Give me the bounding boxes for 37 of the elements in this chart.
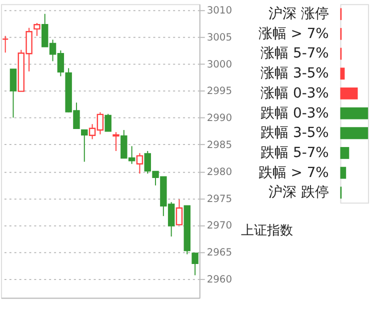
y-tick-label: 2990 — [206, 113, 232, 124]
bar — [340, 127, 368, 140]
candlestick — [34, 22, 40, 36]
candlestick — [192, 252, 198, 276]
candlestick — [104, 113, 112, 132]
y-tick-label: 沪深 涨停 — [268, 6, 329, 22]
bar — [340, 147, 350, 159]
y-tick-label: 跌幅 3-5% — [260, 125, 329, 142]
candlestick — [2, 35, 9, 54]
y-tick-label: 2965 — [206, 248, 232, 259]
bar — [340, 107, 368, 120]
candlestick — [136, 152, 144, 174]
y-tick-label: 2985 — [206, 140, 232, 152]
y-tick-label: 2960 — [206, 274, 232, 286]
y-tick-label: 涨幅 3-5% — [260, 66, 329, 82]
bar — [340, 88, 358, 100]
y-tick-label: 3005 — [206, 32, 232, 44]
candlestick — [81, 128, 88, 162]
y-tick-label: 3000 — [206, 59, 232, 70]
y-tick-label: 2980 — [206, 166, 232, 178]
bar — [340, 68, 345, 80]
y-tick-label: 3010 — [206, 6, 232, 17]
y-tick-label: 2995 — [206, 86, 232, 98]
candlestick — [10, 68, 17, 118]
y-tick-label: 涨幅 > 7% — [258, 26, 329, 42]
bar — [340, 166, 346, 179]
y-tick-label: 2970 — [206, 220, 232, 232]
y-tick-label: 涨幅 5-7% — [260, 46, 329, 62]
text: 上证指数 — [241, 223, 294, 238]
y-tick-label: 跌幅 0-3% — [260, 105, 329, 122]
candlestick — [176, 198, 183, 226]
candlestick — [112, 132, 120, 152]
y-tick-label: 跌幅 > 7% — [258, 164, 329, 181]
y-tick-label: 沪深 跌停 — [268, 184, 329, 201]
y-tick-label: 跌幅 5-7% — [260, 144, 329, 161]
y-tick-label: 2975 — [206, 194, 232, 205]
y-tick-label: 涨幅 0-3% — [260, 85, 329, 102]
